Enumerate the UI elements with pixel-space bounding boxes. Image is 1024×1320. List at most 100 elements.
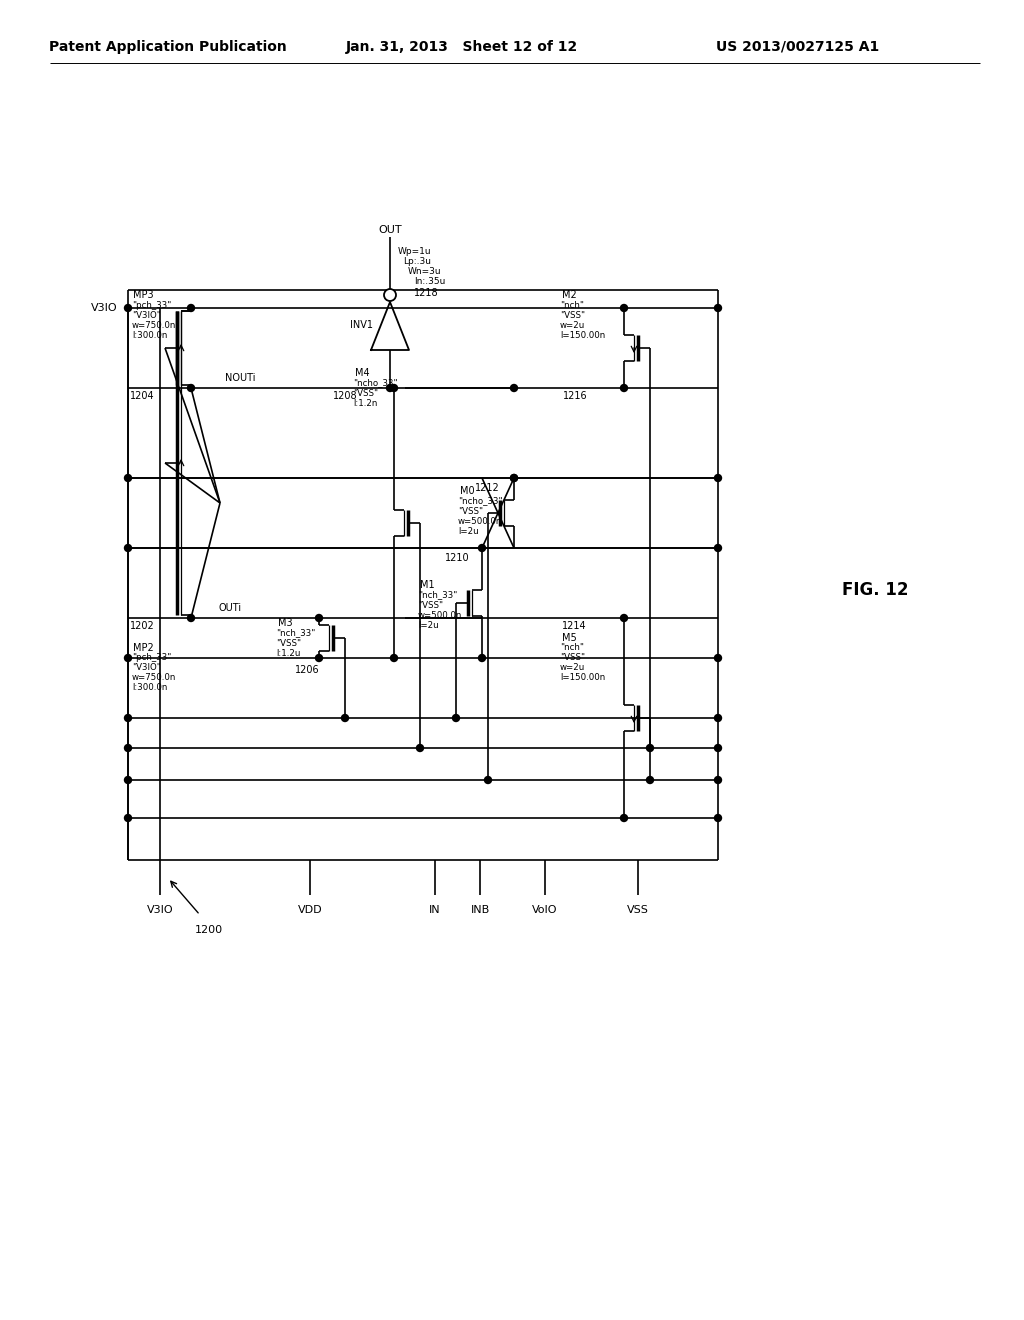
- Text: Patent Application Publication: Patent Application Publication: [49, 40, 287, 54]
- Circle shape: [478, 544, 485, 552]
- Text: l=2u: l=2u: [458, 527, 478, 536]
- Text: VoIO: VoIO: [532, 906, 558, 915]
- Text: "VSS": "VSS": [458, 507, 483, 516]
- Circle shape: [386, 384, 393, 392]
- Circle shape: [715, 305, 722, 312]
- Text: "pch_33": "pch_33": [132, 301, 171, 309]
- Circle shape: [511, 384, 517, 392]
- Text: l:300.0n: l:300.0n: [132, 330, 167, 339]
- Circle shape: [384, 289, 396, 301]
- Circle shape: [125, 544, 131, 552]
- Text: 1216: 1216: [563, 391, 588, 401]
- Circle shape: [715, 814, 722, 821]
- Circle shape: [125, 776, 131, 784]
- Text: "VSS": "VSS": [560, 310, 585, 319]
- Text: IN: IN: [429, 906, 440, 915]
- Text: 1208: 1208: [334, 391, 358, 401]
- Circle shape: [621, 305, 628, 312]
- Circle shape: [390, 384, 397, 392]
- Text: M5: M5: [562, 634, 577, 643]
- Circle shape: [715, 776, 722, 784]
- Circle shape: [715, 544, 722, 552]
- Text: 1212: 1212: [475, 483, 500, 492]
- Text: 1202: 1202: [130, 620, 155, 631]
- Circle shape: [478, 655, 485, 661]
- Text: V3IO: V3IO: [91, 304, 118, 313]
- Text: "V3IO": "V3IO": [132, 664, 161, 672]
- Text: OUT: OUT: [378, 224, 401, 235]
- Text: "nch": "nch": [560, 301, 584, 309]
- Text: 1206: 1206: [295, 665, 319, 675]
- Circle shape: [187, 615, 195, 622]
- Text: M3: M3: [278, 618, 293, 628]
- Text: "nch_33": "nch_33": [418, 590, 458, 599]
- Text: w=500.0n: w=500.0n: [458, 516, 503, 525]
- Circle shape: [187, 384, 195, 392]
- Circle shape: [187, 305, 195, 312]
- Text: 1218: 1218: [414, 288, 438, 298]
- Text: V3IO: V3IO: [146, 906, 173, 915]
- Text: l:1.2n: l:1.2n: [353, 399, 378, 408]
- Circle shape: [390, 655, 397, 661]
- Text: "VSS": "VSS": [276, 639, 301, 648]
- Text: INB: INB: [470, 906, 489, 915]
- Circle shape: [125, 814, 131, 821]
- Circle shape: [646, 744, 653, 751]
- Text: 1204: 1204: [130, 391, 155, 401]
- Text: M4: M4: [355, 368, 370, 378]
- Text: OUTi: OUTi: [218, 603, 242, 612]
- Text: M2: M2: [562, 290, 577, 300]
- Circle shape: [621, 814, 628, 821]
- Text: M0: M0: [460, 486, 475, 496]
- Circle shape: [125, 474, 131, 482]
- Text: MP2: MP2: [133, 643, 154, 653]
- Circle shape: [621, 384, 628, 392]
- Text: NOUTi: NOUTi: [224, 374, 255, 383]
- Circle shape: [125, 714, 131, 722]
- Text: "nch": "nch": [560, 644, 584, 652]
- Text: w=2u: w=2u: [560, 321, 586, 330]
- Circle shape: [715, 474, 722, 482]
- Text: 1200: 1200: [195, 925, 223, 935]
- Circle shape: [125, 305, 131, 312]
- Circle shape: [484, 776, 492, 784]
- Text: ln:.35u: ln:.35u: [414, 277, 445, 286]
- Text: l=150.00n: l=150.00n: [560, 673, 605, 682]
- Text: FIG. 12: FIG. 12: [842, 581, 908, 599]
- Text: VDD: VDD: [298, 906, 323, 915]
- Text: MP3: MP3: [133, 290, 154, 300]
- Text: "V3IO": "V3IO": [132, 310, 161, 319]
- Text: 1214: 1214: [562, 620, 587, 631]
- Text: Jan. 31, 2013   Sheet 12 of 12: Jan. 31, 2013 Sheet 12 of 12: [346, 40, 579, 54]
- Text: w=2u: w=2u: [560, 664, 586, 672]
- Text: w=750.0n: w=750.0n: [132, 673, 176, 682]
- Text: Wp=1u: Wp=1u: [398, 248, 432, 256]
- Text: l=150.00n: l=150.00n: [560, 330, 605, 339]
- Circle shape: [315, 615, 323, 622]
- Text: Wn=3u: Wn=3u: [408, 268, 441, 276]
- Circle shape: [715, 655, 722, 661]
- Circle shape: [125, 655, 131, 661]
- Circle shape: [715, 744, 722, 751]
- Text: l=2u: l=2u: [418, 620, 438, 630]
- Text: "VSS": "VSS": [418, 601, 443, 610]
- Circle shape: [341, 714, 348, 722]
- Circle shape: [511, 474, 517, 482]
- Circle shape: [125, 744, 131, 751]
- Circle shape: [417, 744, 424, 751]
- Text: INV1: INV1: [350, 319, 373, 330]
- Text: Lp:.3u: Lp:.3u: [403, 257, 431, 267]
- Text: M1: M1: [420, 579, 434, 590]
- Text: l:300.0n: l:300.0n: [132, 684, 167, 693]
- Text: "ncho_33": "ncho_33": [458, 496, 503, 506]
- Text: "nch_33": "nch_33": [276, 628, 315, 638]
- Text: "VSS": "VSS": [353, 388, 378, 397]
- Text: w=750.0n: w=750.0n: [132, 321, 176, 330]
- Circle shape: [715, 714, 722, 722]
- Text: US 2013/0027125 A1: US 2013/0027125 A1: [717, 40, 880, 54]
- Circle shape: [315, 655, 323, 661]
- Text: "VSS": "VSS": [560, 653, 585, 663]
- Text: 1210: 1210: [445, 553, 470, 564]
- Circle shape: [621, 615, 628, 622]
- Text: "ncho_33": "ncho_33": [353, 379, 397, 388]
